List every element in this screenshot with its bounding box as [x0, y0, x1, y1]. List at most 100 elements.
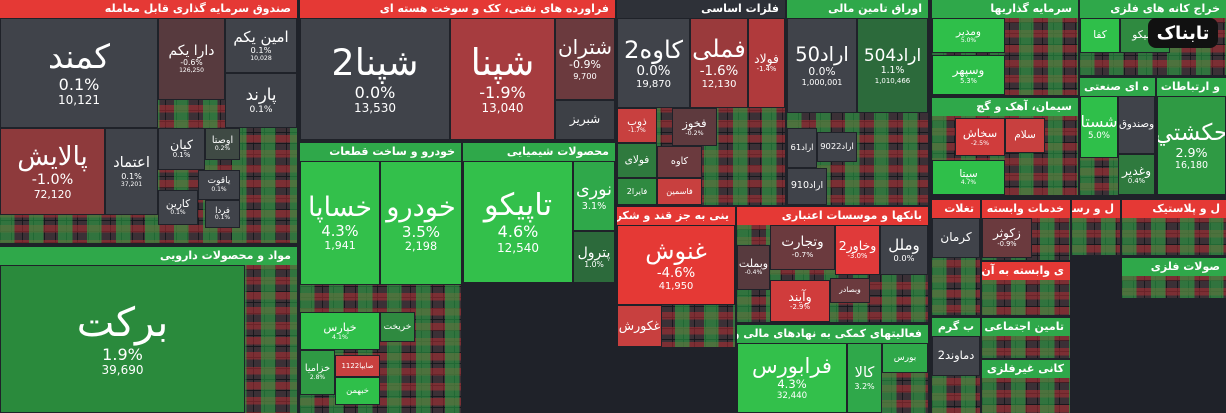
stock-tile: سلام — [1005, 118, 1045, 153]
stock-change: 3.5% — [401, 222, 441, 241]
sector-title: مواد و محصولات دارویی — [0, 247, 297, 265]
stock-name: شتران — [557, 35, 613, 60]
sector: فلزات اساسی کاوه2 0.0% 19,870 فملی -1.6% 12,13… — [617, 0, 785, 205]
stock-change: -4.6% — [656, 265, 696, 281]
sector-title: بانکها و موسسات اعتباری — [737, 207, 928, 225]
stock-change: -0.7% — [791, 249, 814, 259]
stock-tile: فاسمین — [657, 178, 702, 205]
sector: ینی به جز قند و شکر غنوش -4.6% 41,950 غکورش — [617, 207, 735, 347]
sector: ل و رستوران — [1072, 200, 1120, 255]
stock-price: 16,180 — [1174, 159, 1209, 171]
stock-name: کرمان — [940, 230, 972, 245]
stock-change: -0.9% — [997, 240, 1017, 249]
stock-name: اراد504 — [863, 45, 922, 66]
stock-name: بورس — [893, 352, 917, 363]
stock-name: غنوش — [645, 236, 707, 265]
stock-tile: وملل 0.0% — [880, 225, 928, 275]
sector: تغلات کرمان — [932, 200, 980, 315]
stock-name: خودرو — [386, 192, 456, 224]
stock-change: -2.9% — [789, 303, 811, 312]
stock-change: -1.6% — [699, 63, 739, 79]
stock-name: زکوثر — [993, 226, 1021, 241]
stock-name: شپنا2 — [331, 40, 419, 84]
stock-tile: خودرو 3.5% 2,198 — [380, 161, 461, 285]
stock-tile: حکشتي 2.9% 16,180 — [1157, 96, 1226, 195]
stock-tile: وخاور2 -3.0% — [835, 225, 880, 275]
stock-change: 0.4% — [1127, 176, 1146, 185]
sector-title: خدمات وابسته — [982, 200, 1070, 218]
stock-change: 1.1% — [880, 64, 905, 76]
sector-title: تامین اجتماعی — [982, 318, 1070, 336]
sector-title: ه ای صنعتی — [1080, 78, 1155, 96]
stock-name: خزامیا — [304, 363, 331, 375]
stock-tile: وتجارت -0.7% — [770, 225, 835, 270]
stock-change: 0.1% — [211, 185, 227, 193]
stock-tile: وبصادر — [830, 278, 870, 303]
stock-tile: وسپهر 5.3% — [932, 55, 1005, 95]
stock-name: دارا یکم — [168, 43, 215, 60]
stock-name: اراد9022 — [820, 141, 854, 152]
sector: فعالیتهای کمکی به نهادهای مالی واسطفرابو… — [737, 325, 928, 413]
stock-change: 0.2% — [214, 145, 231, 153]
sector: ه ای صنعتی شستا 5.0% وصندوق وغدیر 0.4% — [1080, 78, 1155, 195]
stock-tile: فرابورس 4.3% 32,440 — [737, 343, 847, 413]
stock-change: 4.3% — [777, 377, 807, 392]
stock-price: 1,000,001 — [801, 78, 843, 88]
sector-title: ل و رستوران — [1072, 200, 1120, 218]
stock-name: شستا — [1080, 111, 1118, 131]
stock-tile: کفا — [1080, 18, 1120, 53]
stock-change: 0.1% — [121, 170, 142, 181]
stock-tile: شتران -0.9% 9,700 — [555, 18, 615, 100]
stock-change: -0.2% — [685, 129, 704, 137]
sector-title: ب گرم — [932, 318, 980, 336]
sector: بانکها و موسسات اعتباری وبملت -0.4% وتجارت -… — [737, 207, 928, 322]
stock-price: 1,941 — [324, 239, 356, 253]
stock-tile: نوری 3.1% — [573, 161, 615, 231]
stock-tile: کالا 3.2% — [847, 343, 882, 413]
stock-name: خپارس — [323, 319, 357, 334]
stock-name: تاپیکو — [483, 188, 553, 224]
stock-name: وخاور2 — [838, 237, 877, 253]
stock-change: -0.4% — [744, 269, 763, 277]
stock-change: 0.0% — [808, 64, 836, 78]
stock-name: خبهمن — [346, 385, 369, 396]
stock-change: 5.0% — [960, 37, 977, 45]
stock-tile: ومدیر 5.0% — [932, 18, 1005, 53]
stock-tile: کاوه — [657, 146, 702, 178]
stock-price: 13,040 — [481, 101, 524, 116]
sector-title: خودرو و ساخت قطعات — [300, 143, 461, 161]
stock-change: -1.4% — [756, 65, 777, 74]
stock-change: 0.1% — [170, 209, 186, 217]
stock-tile: یاقوت 0.1% — [198, 170, 240, 200]
stock-tile: شپنا2 0.0% 13,530 — [300, 18, 450, 140]
stock-tile: فملی -1.6% 12,130 — [690, 18, 748, 108]
stock-tile: اعتماد 0.1% 37,201 — [105, 128, 158, 215]
stock-change: 0.1% — [58, 74, 100, 94]
stock-change: 4.3% — [321, 222, 359, 240]
stock-name: وملل — [888, 235, 920, 254]
stock-name: کالا — [854, 364, 875, 382]
stock-change: 5.0% — [1087, 131, 1111, 142]
stock-price: 72,120 — [33, 187, 72, 201]
stock-name: ذوب — [627, 116, 647, 129]
stock-change: 3.2% — [854, 381, 875, 391]
stock-name: دماوند2 — [937, 348, 975, 363]
stock-change: 4.6% — [497, 222, 539, 242]
stock-price: 32,440 — [776, 390, 808, 401]
stock-tile: صایپا1122 — [335, 355, 380, 377]
stock-tile: زکوثر -0.9% — [982, 218, 1032, 258]
sector: ل و پلاستیک — [1122, 200, 1226, 255]
stock-tile: شستا 5.0% — [1080, 96, 1118, 158]
stock-name: وغدیر — [1121, 163, 1152, 178]
stock-name: شبریز — [569, 112, 601, 127]
stock-tile: کاوه2 0.0% 19,870 — [617, 18, 690, 108]
stock-name: حکشتي — [1157, 119, 1226, 146]
stock-name: کمند — [47, 36, 111, 76]
sector-title: ی وابسته به آن — [982, 262, 1070, 280]
stock-name: شپنا — [470, 40, 535, 84]
stock-price: 19,870 — [635, 78, 672, 90]
sector-title: سیمان، آهک و گچ — [932, 98, 1078, 116]
stock-tile: خپارس 4.1% — [300, 312, 380, 350]
stock-name: کیان — [170, 136, 193, 152]
stock-change: -0.9% — [569, 58, 601, 72]
